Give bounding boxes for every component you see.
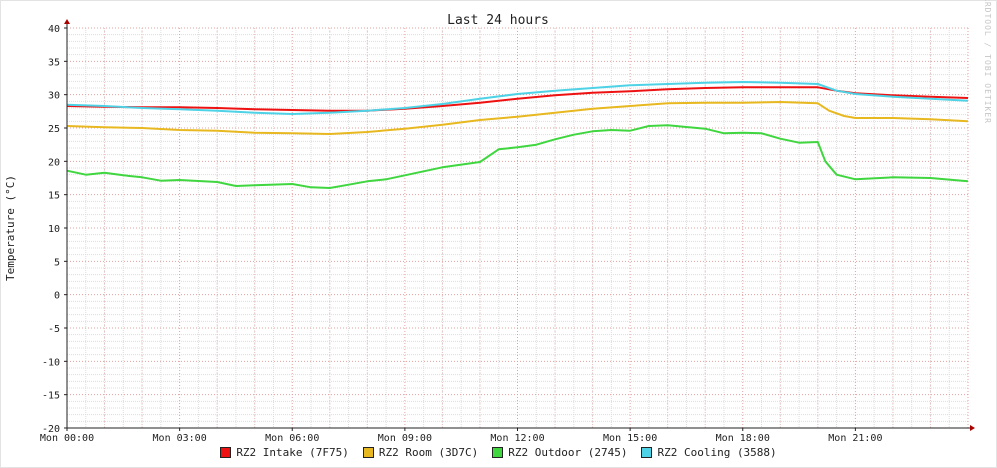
chart-title: Last 24 hours (447, 13, 549, 28)
y-tick-label: 10 (48, 224, 60, 235)
legend-item-2: RZ2 Room (3D7C) (362, 446, 479, 459)
major-grid (66, 27, 969, 429)
legend-swatch (492, 447, 504, 458)
legend-swatch (220, 447, 232, 458)
x-axis-arrow (970, 425, 975, 431)
legend-label: RZ2 Intake (7F75) (236, 446, 349, 459)
x-tick-label: Mon 09:00 (378, 433, 432, 444)
legend-item-4: RZ2 Cooling (3588) (641, 446, 777, 459)
y-axis-arrow (64, 19, 70, 24)
y-tick-label: -10 (42, 357, 60, 368)
legend-item-1: RZ2 Intake (7F75) (220, 446, 349, 459)
x-tick-label: Mon 21:00 (828, 433, 882, 444)
y-tick-label: -15 (42, 391, 60, 402)
legend-item-3: RZ2 Outdoor (2745) (492, 446, 627, 459)
y-tick-label: 25 (48, 124, 60, 135)
legend-label: RZ2 Cooling (3588) (657, 446, 777, 459)
y-tick-label: 30 (48, 91, 60, 102)
x-tick-label: Mon 03:00 (153, 433, 207, 444)
x-tick-label: Mon 18:00 (716, 433, 770, 444)
y-tick-label: -20 (42, 424, 60, 435)
y-tick-label: 0 (54, 291, 60, 302)
y-tick-label: 20 (48, 157, 60, 168)
y-tick-label: -5 (48, 324, 60, 335)
x-tick-label: Mon 12:00 (490, 433, 544, 444)
legend: RZ2 Intake (7F75) RZ2 Room (3D7C) RZ2 Outd… (0, 446, 997, 459)
y-axis-label: Temperature (°C) (4, 175, 17, 281)
series-line-1 (66, 86, 969, 112)
x-tick-label: Mon 00:00 (40, 433, 94, 444)
series-layer (66, 81, 969, 189)
x-tick-label: Mon 06:00 (265, 433, 319, 444)
y-tick-label: 40 (48, 24, 60, 35)
legend-swatch (362, 447, 374, 458)
x-tick-label: Mon 15:00 (603, 433, 657, 444)
series-line-3 (66, 124, 969, 189)
tick-labels: -20 -15 -10 -5 0 5 10 15 20 25 30 35 40 Mon 00:00 Mon … (40, 24, 883, 444)
rrdtool-watermark: RRDTOOL / TOBI OETIKER (983, 0, 992, 124)
axes-layer (64, 19, 975, 431)
y-tick-label: 35 (48, 57, 60, 68)
legend-swatch (641, 447, 653, 458)
y-tick-label: 5 (54, 257, 60, 268)
temperature-chart: -20 -15 -10 -5 0 5 10 15 20 25 30 35 40 Mon 00:00 Mon … (4, 0, 992, 444)
legend-label: RZ2 Outdoor (2745) (508, 446, 628, 459)
series-line-2 (66, 101, 969, 135)
legend-label: RZ2 Room (3D7C) (378, 446, 479, 459)
y-tick-label: 15 (48, 191, 60, 202)
series-line-4 (66, 81, 969, 115)
